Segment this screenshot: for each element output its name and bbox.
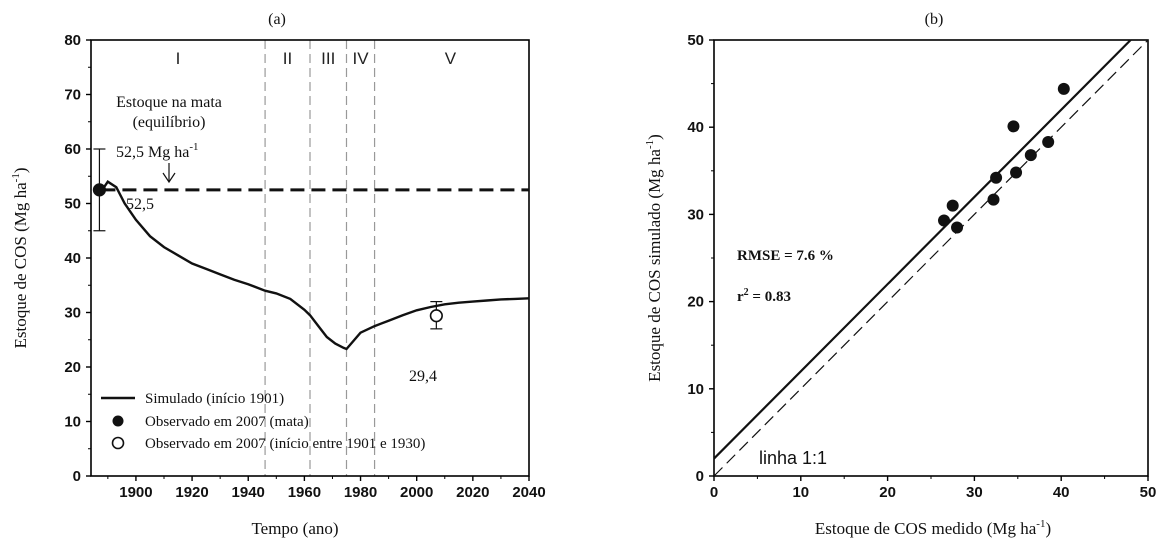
y-tick-label: 30 xyxy=(687,206,704,223)
y-tick-label: 50 xyxy=(64,196,81,213)
legend-a: Simulado (início 1901) Observado em 2007… xyxy=(101,391,425,452)
scatter-point xyxy=(987,193,1000,206)
identity-line-label: linha 1:1 xyxy=(759,448,827,468)
x-axis-title-a: Tempo (ano) xyxy=(251,519,338,538)
rmse-label: RMSE = 7.6 % xyxy=(737,248,834,264)
y-tick-label: 20 xyxy=(64,359,81,376)
y-ticks-a: 0 10 20 30 40 50 60 70 80 xyxy=(64,32,91,485)
forest-label-line1: Estoque na mata xyxy=(116,94,222,111)
x-ticks-a: 1900 1920 1940 1960 1980 2000 2020 2040 xyxy=(107,476,546,501)
forest-value-label: 52,5 Mg ha-1 xyxy=(116,141,199,161)
x-tick-label: 1920 xyxy=(175,484,208,501)
x-ticks-b: 0 10 20 30 40 50 xyxy=(710,476,1157,501)
observed-forest-value: 52,5 xyxy=(126,196,154,213)
period-label: II xyxy=(283,49,292,68)
r2-label: r2 = 0.83 xyxy=(737,287,791,305)
period-label: IV xyxy=(353,49,370,68)
scatter-point xyxy=(1042,136,1055,149)
panel-a-label: (a) xyxy=(268,11,286,28)
scatter-point xyxy=(946,199,959,212)
x-tick-label: 50 xyxy=(1140,484,1157,501)
observed-2007-value: 29,4 xyxy=(409,368,437,385)
x-tick-label: 2000 xyxy=(400,484,433,501)
y-tick-label: 10 xyxy=(64,414,81,431)
x-tick-label: 40 xyxy=(1053,484,1070,501)
y-tick-label: 50 xyxy=(687,32,704,49)
arrow-to-equilibrium xyxy=(162,163,176,184)
period-label: I xyxy=(176,49,181,68)
scatter-points xyxy=(938,82,1070,234)
y-axis-title-b: Estoque de COS simulado (Mg ha-1) xyxy=(644,134,664,382)
period-label: V xyxy=(445,49,457,68)
legend-item-observed-2007: Observado em 2007 (início entre 1901 e 1… xyxy=(145,436,425,452)
x-tick-label: 2020 xyxy=(456,484,489,501)
forest-label-line2: (equilíbrio) xyxy=(133,114,206,131)
x-tick-label: 20 xyxy=(879,484,896,501)
y-tick-label: 10 xyxy=(687,381,704,398)
scatter-point xyxy=(938,214,951,227)
observed-2007-point xyxy=(429,309,443,323)
y-tick-label: 70 xyxy=(64,87,81,104)
scatter-point xyxy=(1007,120,1020,133)
x-axis-title-b: Estoque de COS medido (Mg ha-1) xyxy=(815,518,1051,538)
y-tick-label: 20 xyxy=(687,294,704,311)
y-tick-label: 0 xyxy=(73,468,81,485)
period-boundaries xyxy=(264,40,376,476)
panel-b: (b) 0 10 20 30 40 50 0 10 20 30 40 50 RMSE = 7.6 %… xyxy=(644,11,1156,538)
scatter-point xyxy=(951,221,964,234)
y-tick-label: 30 xyxy=(64,305,81,322)
x-tick-label: 1940 xyxy=(232,484,265,501)
identity-line xyxy=(713,39,1149,477)
x-tick-label: 0 xyxy=(710,484,718,501)
scatter-point xyxy=(1024,149,1037,162)
x-tick-label: 10 xyxy=(792,484,809,501)
regression-line xyxy=(713,39,1132,460)
panel-b-label: (b) xyxy=(925,11,944,28)
observed-forest-point xyxy=(92,183,107,197)
y-tick-label: 80 xyxy=(64,32,81,49)
y-axis-title-a: Estoque de COS (Mg ha-1) xyxy=(10,167,30,348)
legend-open-circle xyxy=(111,436,125,450)
x-tick-label: 1960 xyxy=(288,484,321,501)
period-label: III xyxy=(321,49,335,68)
y-tick-label: 60 xyxy=(64,141,81,158)
y-tick-label: 40 xyxy=(687,119,704,136)
scatter-point xyxy=(1010,166,1023,179)
x-tick-label: 1980 xyxy=(344,484,377,501)
panel-a: (a) I II III IV V 1900 1920 1940 1960 1980 2000 20… xyxy=(10,11,546,538)
period-labels: I II III IV V xyxy=(176,49,457,68)
legend-item-observed-forest: Observado em 2007 (mata) xyxy=(145,414,309,430)
y-tick-label: 40 xyxy=(64,250,81,267)
scatter-point xyxy=(1057,82,1070,95)
y-ticks-b: 0 10 20 30 40 50 xyxy=(687,32,714,485)
x-tick-label: 1900 xyxy=(119,484,152,501)
observed-points xyxy=(92,148,443,330)
x-tick-label: 2040 xyxy=(512,484,545,501)
legend-item-simulated: Simulado (início 1901) xyxy=(145,391,284,407)
x-tick-label: 30 xyxy=(966,484,983,501)
y-tick-label: 0 xyxy=(696,468,704,485)
scatter-point xyxy=(990,171,1003,184)
legend-filled-circle xyxy=(112,415,124,427)
simulated-series xyxy=(101,180,530,351)
